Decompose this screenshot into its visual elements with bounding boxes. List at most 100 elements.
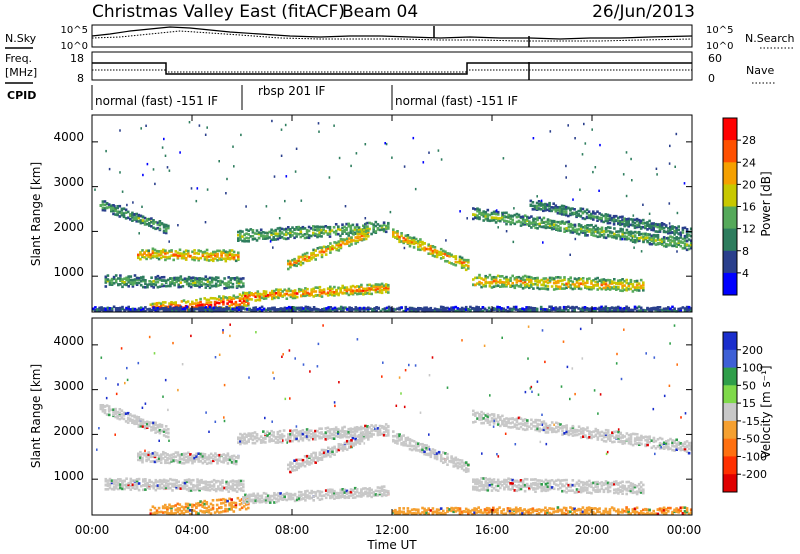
velocity-cell-1342 <box>295 466 298 469</box>
power-cell-1100 <box>293 236 296 240</box>
power-colorbar-swatch-5 <box>723 228 737 252</box>
power-cell-561 <box>287 287 291 291</box>
power-cell-1014 <box>245 239 248 243</box>
power-cell-90 <box>145 217 149 221</box>
power-cell-2121 <box>594 230 598 233</box>
velocity-cell-1034 <box>237 436 240 439</box>
power-cell-2759 <box>196 307 199 311</box>
velocity-cell-32 <box>116 410 119 414</box>
velocity-cell-1319 <box>384 430 388 433</box>
velocity-cell-662 <box>339 491 342 494</box>
power-range-ticks: 1000 2000 3000 4000 <box>53 130 84 279</box>
velocity-cell-103 <box>152 421 155 425</box>
power-cell-2791 <box>217 309 220 312</box>
power-cell-3312 <box>612 309 616 313</box>
velocity-cell-857 <box>154 481 158 484</box>
power-cell-1374 <box>345 240 349 244</box>
power-cell-2988 <box>362 309 366 313</box>
power-cell-1471 <box>419 240 422 244</box>
velocity-cell-1325 <box>387 429 390 432</box>
velocity-cell-427 <box>215 498 219 502</box>
velocity-cell-1130 <box>289 429 292 433</box>
power-cell-2933 <box>323 307 326 310</box>
velocity-cell-960 <box>206 487 210 490</box>
velocity-cell-559 <box>281 498 284 501</box>
velocity-cell-1308 <box>378 430 382 433</box>
power-cell-243 <box>203 255 207 259</box>
power-cell-1044 <box>262 231 265 234</box>
power-cell-1054 <box>270 238 273 242</box>
power-cell-1071 <box>278 236 282 240</box>
power-cell-2143 <box>604 227 608 230</box>
power-cell-2360 <box>554 207 558 211</box>
power-cell-2740 <box>179 305 183 309</box>
power-cell-1572 <box>482 283 485 287</box>
power-cell-2091 <box>579 227 583 230</box>
velocity-cell-735 <box>378 486 382 490</box>
power-cell-3403 <box>677 308 680 311</box>
power-noise-point-34 <box>198 124 201 127</box>
power-cell-2141 <box>604 230 608 234</box>
power-cell-1193 <box>345 228 348 232</box>
velocity-cell-238 <box>191 457 194 460</box>
power-cell-1288 <box>297 262 301 265</box>
velocity-cell-605 <box>306 489 309 493</box>
power-cell-1348 <box>331 247 334 250</box>
power-cell-1319 <box>314 258 317 261</box>
power-cell-1464 <box>417 245 420 248</box>
velocity-cell-676 <box>345 489 349 493</box>
velocity-cell-93 <box>148 424 151 428</box>
velocity-cell-1264 <box>355 426 359 429</box>
velocity-cell-1240 <box>343 425 346 429</box>
power-cell-371 <box>191 302 194 305</box>
power-cell-1068 <box>276 235 280 238</box>
velocity-cell-467 <box>240 506 244 510</box>
power-cell-1836 <box>621 289 624 293</box>
power-cell-2543 <box>648 219 651 223</box>
power-cell-1063 <box>274 234 278 237</box>
power-cell-7 <box>103 207 107 210</box>
power-cell-2133 <box>600 234 604 237</box>
power-cell-486 <box>244 292 247 295</box>
velocity-cell-844 <box>148 487 151 490</box>
velocity-cell-1221 <box>334 426 338 429</box>
power-cell-1259 <box>382 228 386 231</box>
power-cell-1215 <box>355 223 359 226</box>
velocity-cell-796 <box>123 483 126 487</box>
velocity-cell-1109 <box>276 430 280 434</box>
power-cell-1115 <box>299 226 303 230</box>
power-cell-3216 <box>539 308 543 312</box>
power-cell-2370 <box>558 207 562 211</box>
power-cell-605 <box>314 293 318 297</box>
velocity-cell-1146 <box>297 432 300 436</box>
power-cell-2626 <box>98 308 101 311</box>
power-cell-431 <box>222 295 225 298</box>
power-cell-1292 <box>299 263 303 267</box>
power-cell-2362 <box>554 204 558 207</box>
velocity-cell-654 <box>335 491 338 495</box>
velocity-cell-1277 <box>362 427 365 430</box>
power-cell-16 <box>110 209 113 213</box>
power-cell-787 <box>127 285 130 288</box>
velocity-cell-821 <box>135 487 139 490</box>
power-noise-point-66 <box>225 192 227 195</box>
velocity-cell-94 <box>148 423 151 426</box>
power-cell-57 <box>131 216 134 219</box>
power-cell-2731 <box>173 307 176 310</box>
power-cell-2105 <box>586 226 589 230</box>
velocity-cell-1286 <box>366 425 369 428</box>
velocity-cell-895 <box>173 478 176 482</box>
power-colorbar-tick-4: 20 <box>742 178 756 191</box>
power-noise-point-97 <box>669 144 671 148</box>
power-cell-2588 <box>673 233 676 236</box>
power-cell-796 <box>131 285 135 288</box>
power-cell-2283 <box>675 236 678 239</box>
power-cell-569 <box>293 296 297 300</box>
velocity-cell-938 <box>196 483 199 487</box>
power-noise-point-28 <box>497 226 499 229</box>
velocity-cell-975 <box>214 487 218 491</box>
power-cell-2106 <box>586 224 589 227</box>
power-noise-point-64 <box>240 133 242 137</box>
power-cell-1133 <box>309 227 313 230</box>
power-cell-1755 <box>579 287 583 291</box>
